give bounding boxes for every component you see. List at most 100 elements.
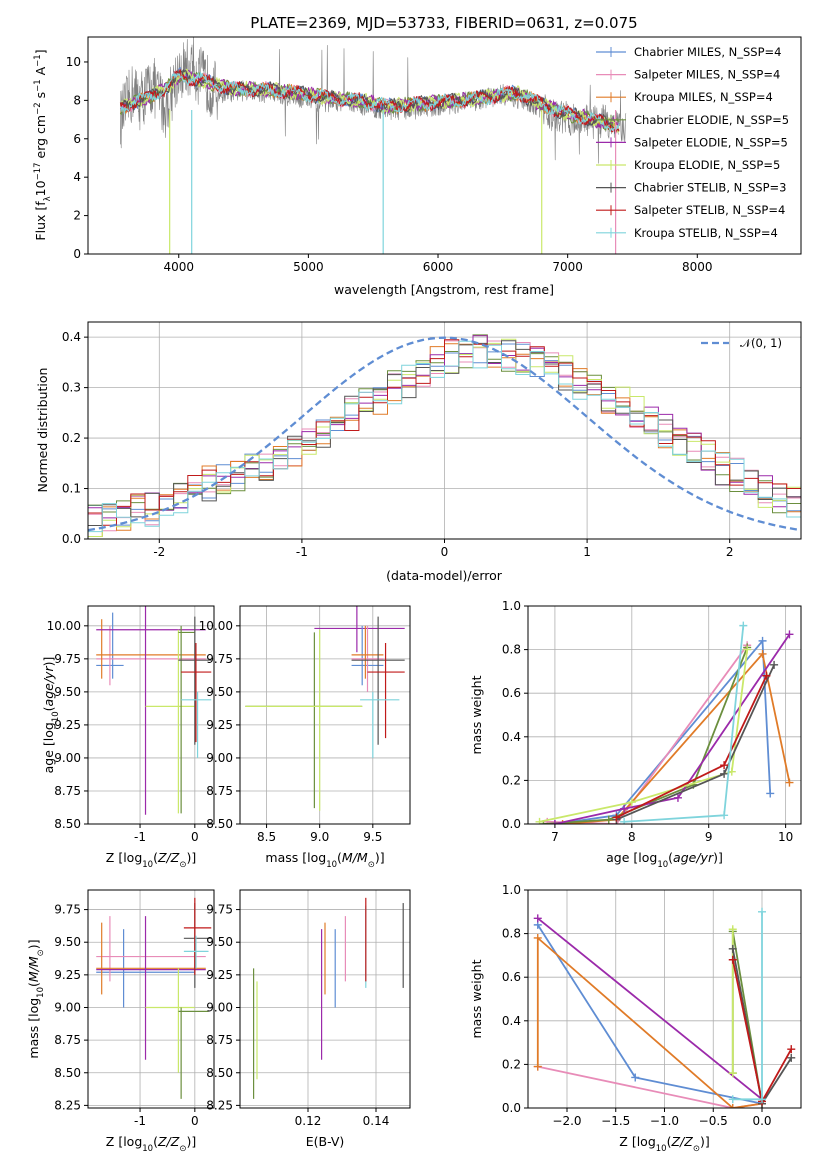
weight-marker (728, 1069, 737, 1078)
y-tick-label: 0 (73, 247, 81, 261)
axes-0 (119, 37, 627, 254)
plot-area (96, 606, 212, 815)
weight-line (732, 911, 763, 1101)
y-axis-label: Flux [fλ10−17 erg cm−2 s−1 A−1] (33, 49, 53, 240)
y-tick-label: 9.25 (54, 968, 81, 982)
x-tick-label: 8 (628, 830, 636, 844)
y-tick-label: 0.0 (502, 817, 521, 831)
weight-marker (728, 955, 737, 964)
weight-marker (543, 817, 552, 824)
y-tick-label: 9.75 (206, 652, 233, 666)
y-tick-label: 0.3 (62, 381, 81, 395)
legend-label: Salpeter STELIB, N_SSP=4 (634, 203, 785, 217)
y-tick-label: 4 (73, 170, 81, 184)
y-tick-label: 9.25 (54, 718, 81, 732)
x-axis-label: Z [log10(Z/Z⊙)] (106, 850, 196, 870)
x-axis-label: E(B-V) (306, 1134, 345, 1149)
weight-marker (612, 813, 621, 822)
y-tick-label: 0.6 (502, 686, 521, 700)
y-tick-label: 0.8 (502, 927, 521, 941)
weight-marker (728, 944, 737, 953)
weight-line (537, 917, 763, 1101)
plot-area (96, 897, 212, 1099)
y-tick-label: 0.0 (62, 532, 81, 546)
weight-marker (604, 815, 613, 824)
y-tick-label: 0.8 (502, 643, 521, 657)
weight-marker (762, 671, 771, 680)
x-tick-label: 4000 (163, 260, 194, 274)
x-tick-label: 10 (778, 830, 793, 844)
x-tick-label: 9 (705, 830, 713, 844)
weight-marker (728, 925, 737, 934)
weight-line (537, 924, 763, 1105)
weight-marker (627, 798, 636, 807)
y-tick-label: 8 (73, 93, 81, 107)
axes-frame-5: -1 0 8.25 8.50 8.75 9.00 9.25 9.50 9.75 Z [log10(… (26, 889, 215, 1154)
axes-frame (527, 605, 802, 825)
weight-marker (766, 789, 775, 798)
weight-marker (720, 769, 729, 778)
legend: Chabrier MILES, N_SSP=4 Salpeter MILES, N… (596, 45, 789, 240)
x-tick-label: −1.5 (601, 1114, 630, 1128)
y-tick-label: 8.75 (54, 1033, 81, 1047)
histogram-step (88, 340, 801, 539)
axes-7 (528, 889, 801, 1109)
normal-reference-curve (88, 336, 801, 532)
axes-frame-3: 8.5 9.0 9.5 8.50 8.75 9.00 9.25 9.50 9.75 10.00 ma… (199, 605, 411, 870)
x-tick-label: -2 (153, 545, 165, 559)
x-tick-label: 7000 (552, 260, 583, 274)
y-tick-label: 9.75 (54, 903, 81, 917)
weight-line (539, 649, 749, 823)
y-tick-label: 0.4 (502, 1014, 521, 1028)
weight-line (543, 647, 749, 824)
legend-label: Salpeter MILES, N_SSP=4 (634, 68, 780, 82)
axes-6 (240, 890, 410, 1108)
y-tick-label: 10.00 (199, 619, 233, 633)
legend-label: Kroupa STELIB, N_SSP=4 (634, 226, 778, 240)
axes-frame-0: 4000 5000 6000 7000 8000 0 2 4 6 8 10 PLATE=2369, M… (33, 14, 802, 297)
y-tick-label: 0.0 (502, 1101, 521, 1115)
y-tick-label: 0.1 (62, 482, 81, 496)
y-tick-label: 0.4 (502, 730, 521, 744)
weight-marker (558, 820, 567, 824)
x-tick-label: −1.0 (650, 1114, 679, 1128)
legend-label: Kroupa ELODIE, N_SSP=5 (634, 158, 780, 172)
weight-marker (739, 621, 748, 630)
weight-line (616, 664, 775, 821)
y-tick-label: 8.50 (54, 1066, 81, 1080)
legend-label: Kroupa MILES, N_SSP=4 (634, 90, 773, 104)
x-tick-label: −0.5 (699, 1114, 728, 1128)
histogram-step (88, 339, 801, 539)
x-tick-label: -1 (296, 545, 308, 559)
x-axis-label: (data-model)/error (386, 568, 503, 583)
x-tick-label: 0.14 (363, 1114, 390, 1128)
y-tick-label: 9.50 (54, 935, 81, 949)
axes-frame (87, 889, 215, 1109)
y-tick-label: 9.00 (54, 1000, 81, 1014)
y-tick-label: 10.00 (47, 619, 81, 633)
weight-marker (758, 1095, 766, 1104)
plot-area (253, 897, 404, 1099)
y-tick-label: 9.50 (206, 685, 233, 699)
y-tick-label: 8.50 (206, 1066, 233, 1080)
x-tick-label: 1 (583, 545, 591, 559)
axes-frame-7: −2.0 −1.5 −1.0 −0.5 0.0 0.0 0.2 0.4 0.6 0.8 1.0 Z [… (469, 883, 802, 1154)
axes-frame (239, 605, 411, 825)
plot-area (533, 907, 796, 1108)
x-tick-label: 0 (191, 830, 199, 844)
legend-label: Chabrier STELIB, N_SSP=3 (634, 181, 786, 195)
axes-frame (87, 36, 802, 255)
weight-marker (728, 1104, 737, 1108)
weight-marker (533, 933, 542, 942)
x-axis-label: wavelength [Angstrom, rest frame] (334, 282, 554, 297)
y-tick-label: 9.25 (206, 718, 233, 732)
axes-frame-2: -1 0 8.50 8.75 9.00 9.25 9.50 9.75 10.00 Z [log10… (41, 605, 215, 870)
y-tick-label: 8.25 (54, 1098, 81, 1112)
weight-marker (533, 914, 542, 923)
weight-marker (787, 1045, 796, 1054)
axes-frame-1: -2 -1 0 1 2 0.0 0.1 0.2 0.3 0.4 (data-model)/error… (35, 321, 802, 583)
y-tick-label: 8.25 (206, 1098, 233, 1112)
x-tick-label: 6000 (423, 260, 454, 274)
y-tick-label: 0.4 (62, 330, 81, 344)
